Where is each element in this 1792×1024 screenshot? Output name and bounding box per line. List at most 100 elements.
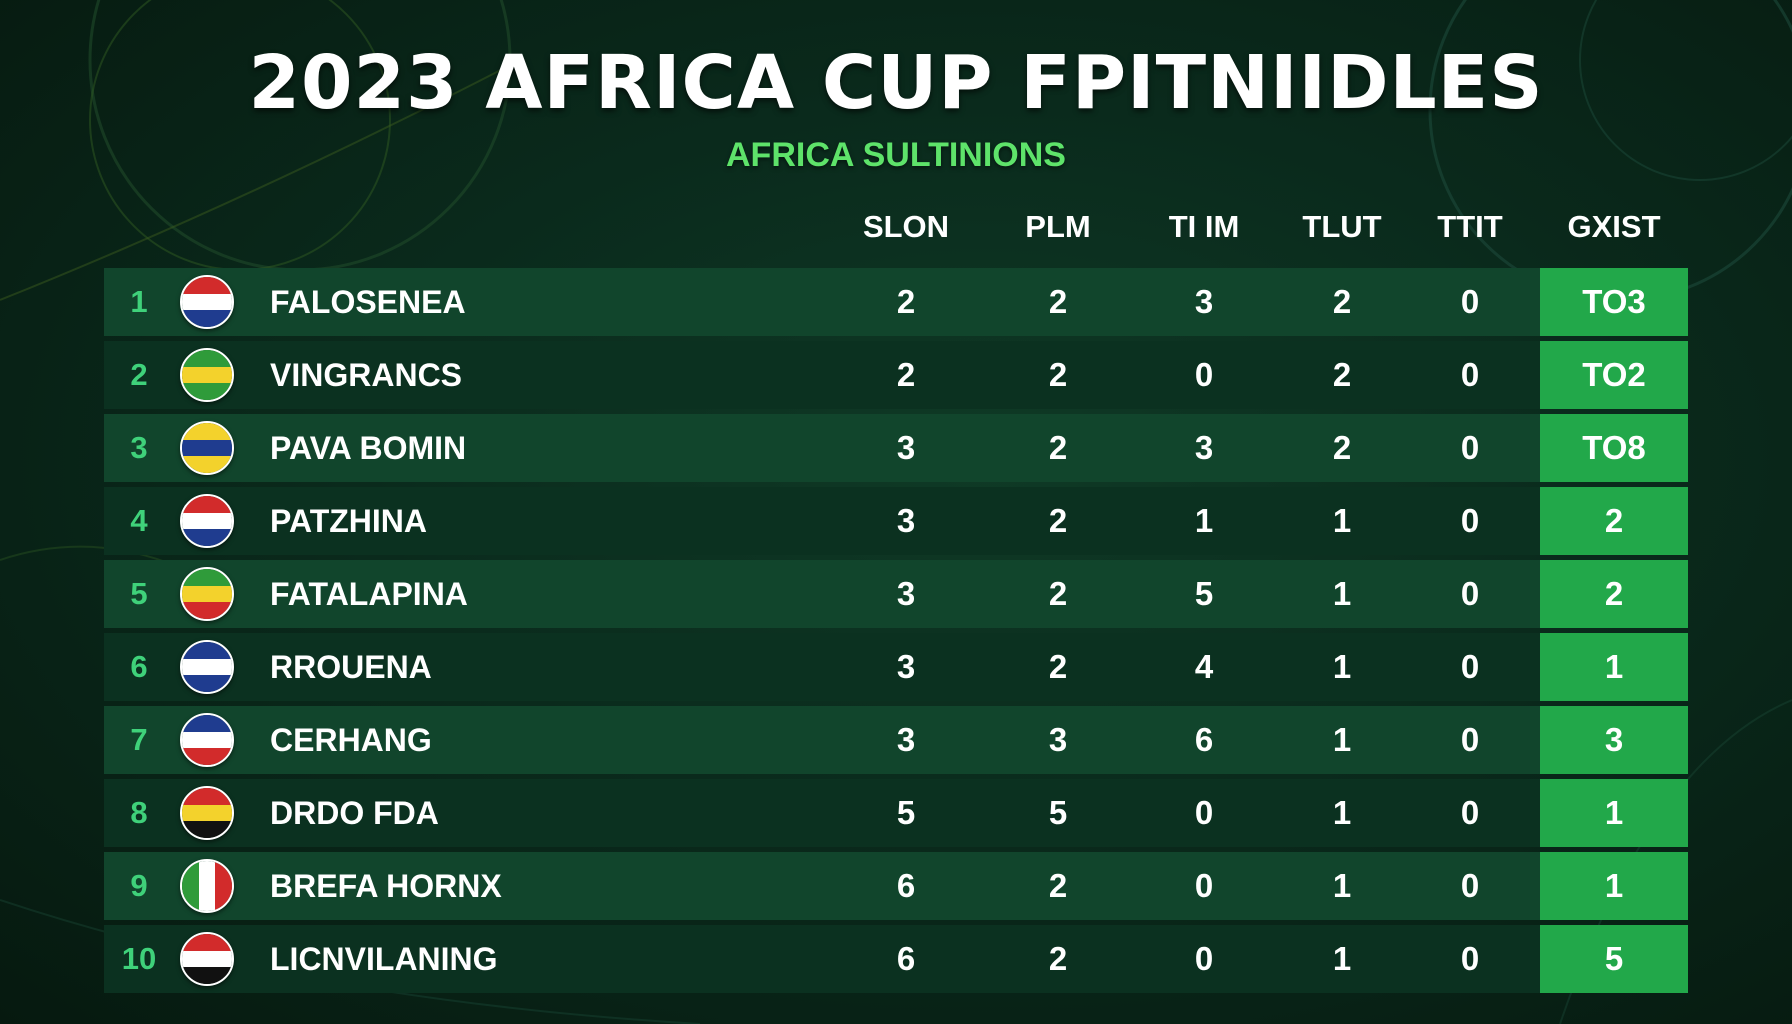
team-flag-icon [180,713,234,767]
team-name: DRDO FDA [270,795,439,831]
team-name: CERHANG [270,722,432,758]
stat-cell: 2 [1048,502,1068,539]
stat-cell: 3 [896,648,916,685]
team-name: LICNVILANING [270,941,498,977]
stat-cell: 0 [1460,502,1480,539]
stat-cell: 5 [1194,575,1214,612]
stat-cell: 0 [1460,648,1480,685]
points-cell: 2 [1540,487,1688,555]
stat-cell: 5 [896,794,916,831]
points-cell: TO3 [1540,268,1688,336]
table-row[interactable]: 3 PAVA BOMIN 3 2 3 2 0 TO8 [104,414,1688,482]
table-row[interactable]: 6 RROUENA 3 2 4 1 0 1 [104,633,1688,701]
column-header: TLUT [1302,209,1382,244]
row-background [104,779,1540,847]
points-cell: TO8 [1540,414,1688,482]
stat-cell: 1 [1332,575,1352,612]
table-row[interactable]: 9 BREFA HORNX 6 2 0 1 0 1 [104,852,1688,920]
stat-cell: 3 [896,721,916,758]
stat-cell: 1 [1332,648,1352,685]
stat-cell: 0 [1460,721,1480,758]
stat-cell: 2 [1048,648,1068,685]
team-flag-icon [180,859,234,913]
stat-cell: 2 [896,283,916,320]
points-cell: TO2 [1540,341,1688,409]
rank-number: 2 [130,357,148,392]
stat-cell: 2 [1048,575,1068,612]
team-flag-icon [180,421,234,475]
table-row[interactable]: 2 VINGRANCS 2 2 0 2 0 TO2 [104,341,1688,409]
stat-cell: 0 [1460,429,1480,466]
stat-cell: 2 [1332,429,1352,466]
table-row[interactable]: 10 LICNVILANING 6 2 0 1 0 5 [104,925,1688,993]
stat-cell: 5 [1048,794,1068,831]
points-cell: 1 [1540,852,1688,920]
stat-cell: 6 [896,867,916,904]
row-background [104,341,1540,409]
points-cell: 2 [1540,560,1688,628]
stat-cell: 2 [1048,356,1068,393]
stat-cell: 3 [1194,283,1214,320]
points-cell: 5 [1540,925,1688,993]
stat-cell: 3 [896,575,916,612]
stat-cell: 2 [896,356,916,393]
stat-cell: 0 [1460,575,1480,612]
stat-cell: 0 [1194,867,1214,904]
table-row[interactable]: 7 CERHANG 3 3 6 1 0 3 [104,706,1688,774]
standings-table: 1 FALOSENEA 2 2 3 2 0 TO3 2 VINGRANCS 2 2 0 2 0 TO2 3 PAV… [104,268,1688,998]
row-background [104,268,1540,336]
table-header: SLON PLM TI IM TLUT TTIT GXIST [0,207,1792,247]
stat-cell: 0 [1460,794,1480,831]
stat-cell: 3 [896,502,916,539]
team-flag-icon [180,932,234,986]
stat-cell: 1 [1332,794,1352,831]
points-cell: 1 [1540,779,1688,847]
rank-number: 8 [130,795,148,830]
stat-cell: 1 [1332,502,1352,539]
page-subtitle: AFRICA SULTINIONS [726,136,1066,174]
team-name: RROUENA [270,649,432,685]
table-row[interactable]: 5 FATALAPINA 3 2 5 1 0 2 [104,560,1688,628]
team-name: VINGRANCS [270,357,463,393]
stat-cell: 0 [1194,356,1214,393]
rank-number: 7 [130,722,148,757]
stat-cell: 2 [1048,940,1068,977]
table-row[interactable]: 8 DRDO FDA 5 5 0 1 0 1 [104,779,1688,847]
rank-number: 6 [130,649,148,684]
stat-cell: 2 [1048,283,1068,320]
stat-cell: 2 [1048,429,1068,466]
team-flag-icon [180,786,234,840]
rank-number: 3 [130,430,148,465]
table-row[interactable]: 1 FALOSENEA 2 2 3 2 0 TO3 [104,268,1688,336]
team-flag-icon [180,640,234,694]
team-name: FATALAPINA [270,576,468,612]
team-name: BREFA HORNX [270,868,502,904]
stat-cell: 2 [1332,283,1352,320]
stat-cell: 3 [1194,429,1214,466]
row-background [104,633,1540,701]
team-flag-icon [180,567,234,621]
rank-number: 4 [130,503,148,538]
stat-cell: 0 [1460,940,1480,977]
stat-cell: 0 [1194,794,1214,831]
rank-number: 1 [130,284,148,319]
stat-cell: 3 [1048,721,1068,758]
table-row[interactable]: 4 PATZHINA 3 2 1 1 0 2 [104,487,1688,555]
stat-cell: 4 [1194,648,1214,685]
stat-cell: 0 [1460,356,1480,393]
stat-cell: 0 [1460,283,1480,320]
row-background [104,852,1540,920]
row-background [104,487,1540,555]
team-name: PAVA BOMIN [270,430,467,466]
stat-cell: 1 [1332,867,1352,904]
stat-cell: 2 [1048,867,1068,904]
page-title: 2023 AFRICA CUP FPITNIIDLES [248,40,1544,126]
team-name: PATZHINA [270,503,428,539]
stat-cell: 1 [1332,940,1352,977]
row-background [104,560,1540,628]
stat-cell: 1 [1332,721,1352,758]
points-cell: 1 [1540,633,1688,701]
stat-cell: 6 [1194,721,1214,758]
rank-number: 10 [121,941,157,976]
rank-number: 5 [130,576,148,611]
